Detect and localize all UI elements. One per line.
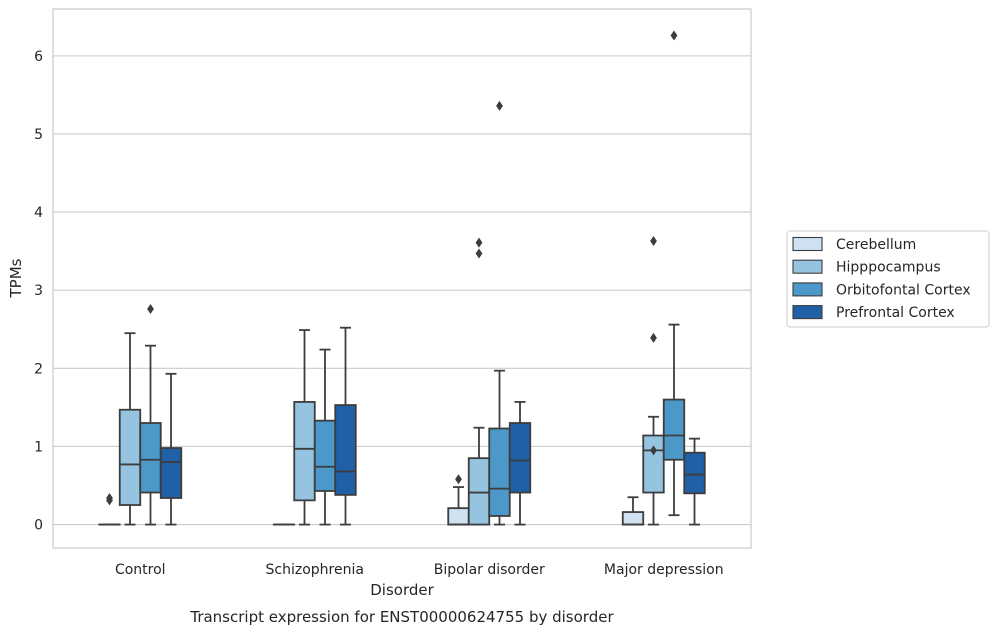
outlier-point bbox=[475, 248, 483, 259]
box-orbitofontal-cortex bbox=[488, 100, 511, 526]
box-prefrontal-cortex bbox=[683, 437, 706, 526]
box-body bbox=[488, 427, 511, 517]
outlier-point bbox=[455, 474, 462, 485]
legend-swatch bbox=[792, 305, 823, 320]
x-axis-label: Disorder bbox=[370, 581, 434, 599]
y-tick-label: 5 bbox=[34, 127, 43, 143]
box-hipppocampus bbox=[293, 329, 316, 526]
plot-frame bbox=[52, 8, 752, 549]
legend-swatch bbox=[792, 236, 823, 252]
plot-boxes bbox=[98, 30, 706, 526]
box-prefrontal-cortex bbox=[159, 372, 183, 526]
box-body bbox=[683, 451, 706, 495]
box-body bbox=[508, 422, 532, 494]
outlier-point bbox=[650, 236, 657, 247]
box-body bbox=[313, 419, 337, 492]
box-body bbox=[334, 404, 357, 496]
box-body bbox=[662, 398, 686, 461]
box-prefrontal-cortex bbox=[334, 326, 357, 526]
outlier-point bbox=[650, 332, 657, 343]
outlier-point bbox=[475, 237, 483, 248]
y-tick-label: 2 bbox=[34, 361, 43, 377]
legend-frame bbox=[786, 230, 990, 328]
box-prefrontal-cortex bbox=[508, 401, 532, 526]
box-hipppocampus bbox=[467, 237, 491, 526]
legend-swatch bbox=[792, 282, 823, 297]
outlier-point bbox=[650, 445, 657, 456]
y-axis-label: TPMs bbox=[7, 258, 25, 298]
box-body bbox=[159, 447, 183, 499]
gridlines bbox=[53, 55, 751, 526]
x-tick-label: Bipolar disorder bbox=[434, 562, 545, 578]
y-tick-label: 1 bbox=[34, 439, 43, 455]
box-body bbox=[621, 511, 645, 526]
box-body bbox=[447, 507, 470, 526]
box-body bbox=[642, 434, 665, 494]
box-body bbox=[467, 457, 491, 526]
y-tick-label: 3 bbox=[34, 283, 43, 299]
box-body bbox=[118, 408, 142, 506]
box-hipppocampus bbox=[118, 332, 142, 526]
outlier-point bbox=[496, 100, 503, 111]
chart-title: Transcript expression for ENST0000062475… bbox=[189, 608, 614, 626]
legend: Cerebellum Hipppocampus Orbitofontal Corte… bbox=[786, 230, 990, 328]
outlier-point bbox=[670, 30, 678, 41]
y-tick-label: 6 bbox=[34, 49, 43, 65]
box-cerebellum bbox=[621, 496, 645, 526]
box-body bbox=[293, 401, 316, 502]
legend-label: Cerebellum bbox=[836, 237, 916, 253]
box-cerebellum bbox=[98, 493, 121, 526]
box-orbitofontal-cortex bbox=[662, 30, 686, 517]
y-tick-label: 0 bbox=[34, 518, 43, 534]
legend-swatch bbox=[792, 259, 823, 274]
outlier-point bbox=[147, 303, 154, 314]
box-cerebellum bbox=[447, 474, 470, 526]
x-tick-label: Control bbox=[115, 562, 166, 578]
x-axis-ticks: Control Schizophrenia Bipolar disorder Majo… bbox=[115, 562, 724, 578]
box-hipppocampus bbox=[642, 236, 665, 526]
legend-label: Orbitofontal Cortex bbox=[836, 282, 971, 298]
box-body bbox=[139, 422, 162, 494]
x-tick-label: Major depression bbox=[604, 562, 724, 578]
outlier-point bbox=[106, 493, 113, 504]
x-tick-label: Schizophrenia bbox=[266, 562, 364, 578]
box-orbitofontal-cortex bbox=[139, 303, 162, 526]
legend-label: Hipppocampus bbox=[836, 260, 941, 276]
box-orbitofontal-cortex bbox=[313, 348, 337, 526]
y-tick-label: 4 bbox=[34, 205, 43, 221]
y-axis-ticks: 0 1 2 3 4 5 6 bbox=[34, 49, 43, 534]
legend-label: Prefrontal Cortex bbox=[836, 305, 955, 321]
